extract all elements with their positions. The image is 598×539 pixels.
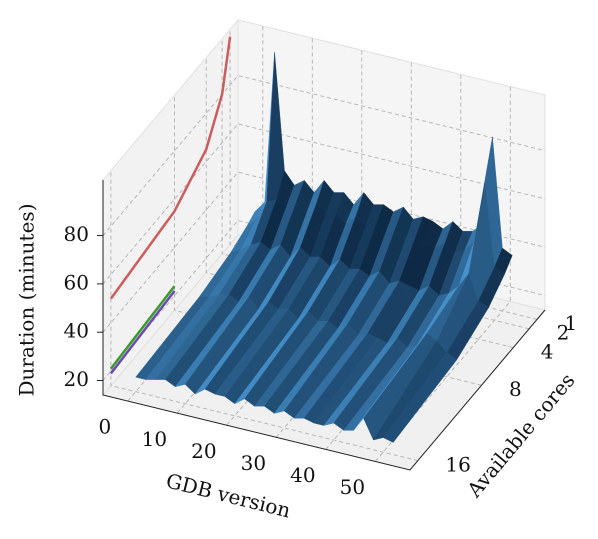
axis-line xyxy=(102,180,546,471)
y-tick-label: 2 xyxy=(557,321,570,345)
x-tick-label: 10 xyxy=(142,427,167,451)
x-tick-label: 50 xyxy=(340,475,365,499)
grid-line xyxy=(176,38,313,414)
x-tick-label: 0 xyxy=(98,415,111,439)
x-tick-label: 20 xyxy=(191,439,216,463)
surface-facet xyxy=(382,352,457,443)
grid-line xyxy=(102,171,546,333)
y-tick-label: 16 xyxy=(445,452,470,476)
grid-line xyxy=(110,170,419,462)
x-axis-label: GDB version xyxy=(164,468,293,522)
wall-line xyxy=(109,36,232,300)
grid-line xyxy=(374,86,511,462)
y-tick-label: 8 xyxy=(509,377,522,401)
z-tick-label: 20 xyxy=(64,367,89,391)
z-tick-label: 60 xyxy=(64,270,89,294)
grid-line xyxy=(102,75,546,236)
grid-line xyxy=(275,62,412,438)
grid-line xyxy=(127,26,264,402)
x-tick-label: 40 xyxy=(290,463,315,487)
grid-line xyxy=(325,74,462,450)
grid-line xyxy=(102,123,546,285)
wall-line xyxy=(109,285,176,370)
y-tick-label: 4 xyxy=(541,339,554,363)
grid-line xyxy=(226,50,363,426)
x-tick-label: 30 xyxy=(241,451,266,475)
z-tick-label: 80 xyxy=(64,222,89,246)
y-tick-label: 1 xyxy=(565,311,578,335)
z-axis-label: Duration (minutes) xyxy=(15,204,39,397)
wall-line xyxy=(109,290,176,375)
z-tick-label: 40 xyxy=(64,319,89,343)
